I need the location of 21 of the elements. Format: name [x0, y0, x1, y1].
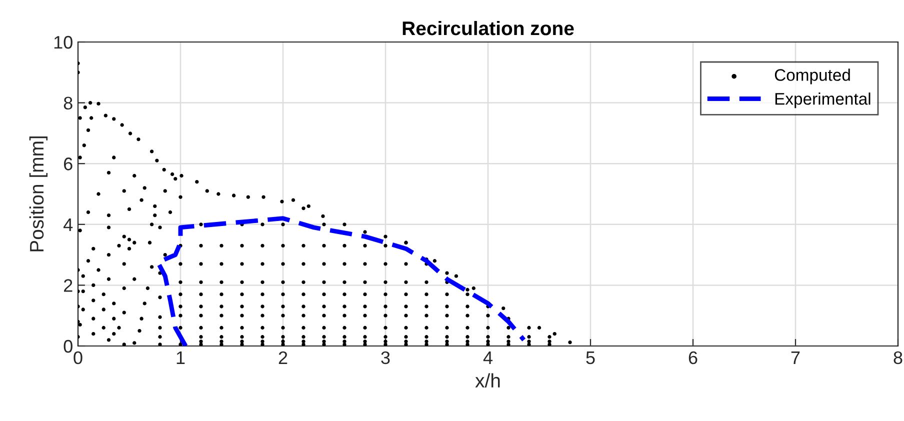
y-tick-label: 10: [54, 36, 72, 49]
x-tick-label: 4: [483, 352, 492, 364]
y-axis-title: Position [mm]: [29, 136, 48, 252]
x-tick-label: 3: [381, 351, 390, 364]
x-tick-label: 7: [791, 352, 800, 364]
x-tick-label: 2: [278, 351, 288, 364]
line-series: [156, 216, 526, 346]
x-tick-label: 0: [74, 351, 82, 364]
x-tick-label: 6: [688, 351, 698, 364]
x-tick-label: 5: [586, 352, 595, 364]
x-tick-label: 8: [894, 351, 902, 364]
legend-label: Computed: [774, 68, 850, 84]
y-tick-label: 2: [64, 279, 72, 292]
y-tick-label: 0: [64, 340, 72, 353]
y-tick-label: 4: [64, 218, 73, 231]
x-tick-label: 1: [176, 352, 185, 364]
chart-title: Recirculation zone: [402, 20, 574, 36]
y-tick-label: 8: [64, 96, 72, 110]
y-tick-label: 6: [64, 158, 72, 170]
legend-label: Experimental: [775, 92, 870, 108]
x-axis-title: x/h: [475, 373, 500, 388]
